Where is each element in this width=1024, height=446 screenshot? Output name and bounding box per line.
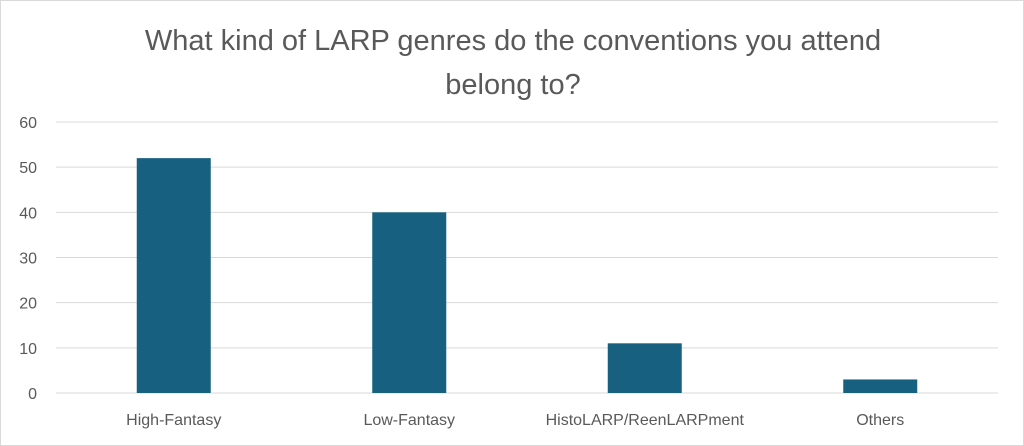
- y-tick-label: 10: [19, 341, 37, 358]
- gridlines: [56, 121, 998, 394]
- y-tick-label: 60: [19, 115, 37, 132]
- x-tick-label: High-Fantasy: [126, 412, 221, 429]
- y-tick-label: 30: [19, 251, 37, 268]
- y-tick-label: 40: [19, 205, 37, 222]
- y-tick-label: 50: [19, 160, 37, 177]
- x-axis-labels: High-Fantasy Low-Fantasy HistoLARP/ReenLAR…: [126, 412, 904, 429]
- chart-title: What kind of LARP genres do the conventi…: [144, 25, 882, 101]
- x-tick-label: Low-Fantasy: [363, 412, 455, 429]
- x-tick-label: HistoLARP/ReenLARPment: [546, 412, 745, 429]
- bar: [372, 212, 447, 393]
- bar: [136, 158, 211, 393]
- y-tick-label: 0: [28, 386, 37, 403]
- bars: [136, 158, 918, 393]
- bar: [843, 379, 918, 393]
- y-tick-label: 20: [19, 296, 37, 313]
- y-axis-ticks: 0 10 20 30 40 50 60: [19, 115, 37, 403]
- bar: [607, 343, 682, 393]
- x-tick-label: Others: [856, 412, 904, 429]
